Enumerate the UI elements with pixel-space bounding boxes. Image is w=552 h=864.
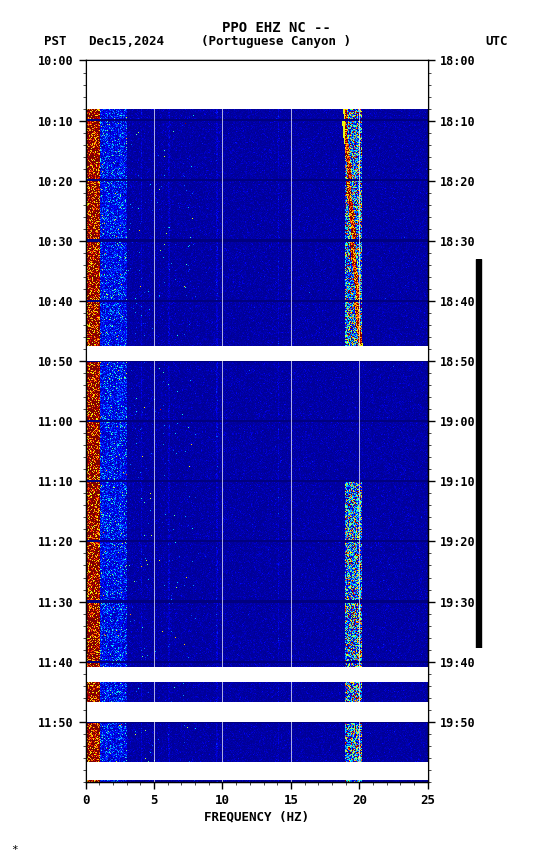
Bar [86,762,428,777]
Text: PPO EHZ NC --: PPO EHZ NC -- [221,21,331,35]
Text: *: * [11,845,18,855]
Bar [476,259,481,648]
Text: (Portuguese Canyon ): (Portuguese Canyon ) [201,35,351,48]
Bar [86,702,428,721]
X-axis label: FREQUENCY (HZ): FREQUENCY (HZ) [204,811,309,824]
Bar [86,777,428,780]
Text: PST   Dec15,2024: PST Dec15,2024 [44,35,164,48]
Bar [86,346,428,361]
Text: UTC: UTC [485,35,508,48]
Bar [86,60,428,109]
Bar [86,667,428,682]
